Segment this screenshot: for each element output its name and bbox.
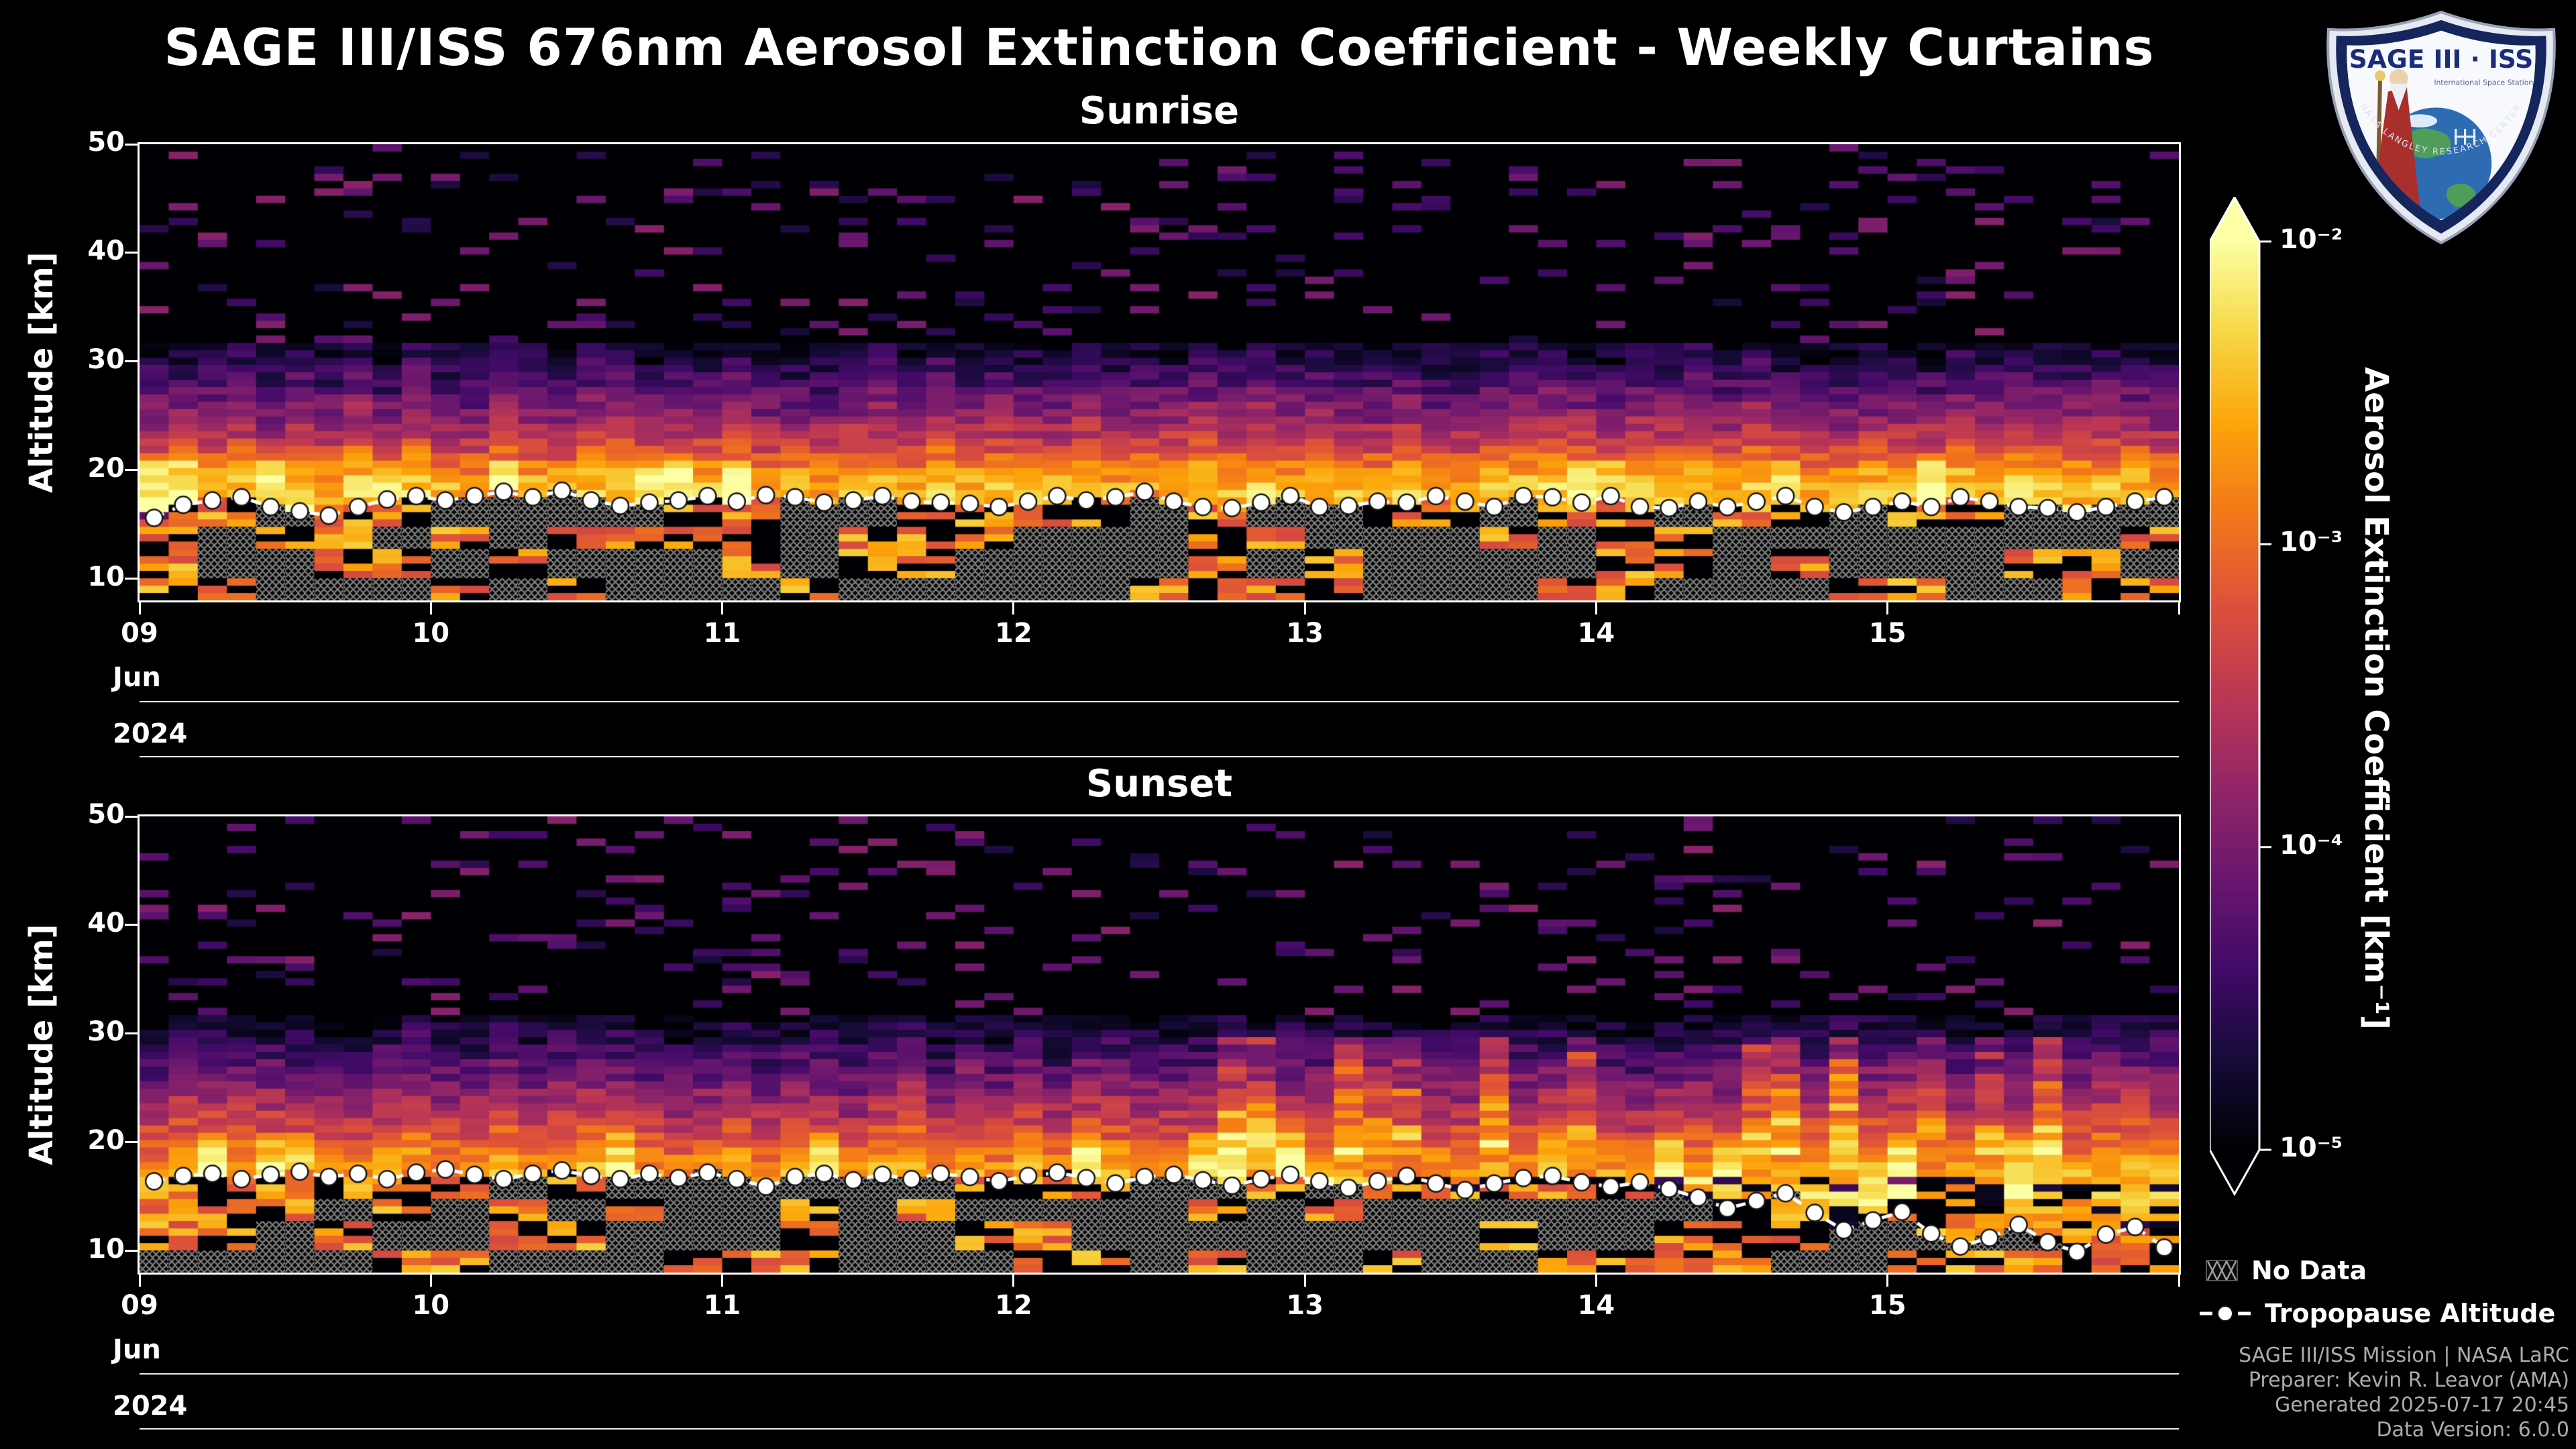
patch-title-text: SAGE III · ISS [2349, 44, 2533, 74]
y-tick-label: 30 [87, 343, 125, 375]
sage-iss-mission-patch: SAGE III · ISS International Space Stati… [2326, 10, 2556, 245]
sunset-heatmap-panel: Jun 2024 50 40 30 20 10 09 10 11 12 13 14 15 [87, 799, 2181, 1430]
x-tick-mark [429, 1275, 432, 1287]
x-tick-mark [1012, 1275, 1015, 1287]
sunset-heatmap-canvas [140, 816, 2179, 1273]
y-tick-mark [125, 469, 138, 472]
x-tick-mark [1886, 1275, 1889, 1287]
attribution-data-version: Data Version: 6.0.0 [2376, 1418, 2569, 1442]
colorbar-tick-labels: 10⁻² 10⁻³ 10⁻⁴ 10⁻⁵ [2279, 0, 2380, 1449]
y-tick-label: 30 [87, 1016, 125, 1047]
x-tick-label: 15 [1868, 618, 1907, 649]
legend-item-tropopause: Tropopause Altitude [2199, 1299, 2555, 1328]
x-tick-label: 13 [1286, 1290, 1324, 1321]
y-tick-label: 40 [87, 907, 125, 938]
chart-title: SAGE III/ISS 676nm Aerosol Extinction Co… [164, 17, 2155, 77]
sunset-subtitle: Sunset [1085, 762, 1233, 806]
patch-wizard-head [2389, 68, 2408, 88]
sunrise-x-axis-month-label: Jun [113, 662, 161, 693]
y-tick-label: 40 [87, 235, 125, 266]
colorbar-extend-max-arrow [2210, 197, 2259, 241]
sunrise-heatmap-canvas [140, 144, 2179, 600]
no-data-hatch-icon [2206, 1260, 2238, 1281]
y-tick-mark [125, 578, 138, 580]
x-tick-label: 11 [703, 618, 741, 649]
y-tick-label: 10 [87, 1233, 125, 1265]
x-tick-mark [1303, 602, 1306, 614]
patch-wizard-beard [2389, 83, 2408, 111]
y-tick-mark [125, 815, 138, 818]
legend-no-data-label: No Data [2251, 1256, 2367, 1285]
x-tick-label: 11 [703, 1290, 741, 1321]
x-tick-label: 12 [995, 618, 1032, 649]
y-tick-mark [125, 1032, 138, 1035]
x-tick-label: 10 [412, 1290, 450, 1321]
attribution-block: SAGE III/ISS Mission | NASA LaRC Prepare… [2239, 1343, 2569, 1442]
colorbar-tick-label: 10⁻⁴ [2279, 829, 2343, 861]
y-tick-mark [125, 1250, 138, 1252]
sunrise-x-axis-year-label: 2024 [113, 718, 188, 749]
attribution-preparer: Preparer: Kevin R. Leavor (AMA) [2248, 1368, 2569, 1392]
x-tick-label: 09 [121, 618, 158, 649]
y-tick-mark [125, 924, 138, 926]
legend-item-no-data: No Data [2206, 1256, 2367, 1285]
y-tick-label: 20 [87, 452, 125, 484]
patch-staff-orb [2375, 70, 2385, 81]
y-tick-label: 50 [87, 799, 125, 830]
x-tick-mark [2178, 1275, 2180, 1287]
legend-tropopause-label: Tropopause Altitude [2265, 1299, 2556, 1328]
x-tick-mark [429, 602, 432, 614]
patch-subtitle-text: International Space Station [2434, 78, 2533, 87]
sunrise-axis-year-line [140, 756, 2179, 757]
sunrise-y-axis-label: Altitude [km] [23, 252, 60, 493]
colorbar-extend-min-arrow [2210, 1150, 2259, 1194]
x-tick-mark [1595, 1275, 1597, 1287]
x-tick-mark [1595, 602, 1597, 614]
attribution-mission: SAGE III/ISS Mission | NASA LaRC [2239, 1344, 2569, 1367]
x-tick-label: 14 [1577, 618, 1615, 649]
sunset-axis-month-line [140, 1373, 2179, 1375]
y-tick-mark [125, 360, 138, 363]
x-tick-mark [2178, 602, 2180, 614]
x-tick-label: 09 [121, 1290, 158, 1321]
x-tick-mark [1886, 602, 1889, 614]
sunset-axis-year-line [140, 1428, 2179, 1430]
y-tick-mark [125, 1141, 138, 1144]
colorbar-axis-label: Aerosol Extinction Coefficient [km⁻¹] [2357, 367, 2395, 1030]
colorbar-tick-label: 10⁻⁵ [2279, 1132, 2343, 1163]
colorbar-tick-label: 10⁻³ [2279, 527, 2343, 558]
y-tick-label: 10 [87, 561, 125, 592]
x-tick-label: 10 [412, 618, 450, 649]
y-tick-mark [125, 143, 138, 146]
sunset-y-axis-label: Altitude [km] [23, 924, 60, 1165]
x-tick-mark [138, 1275, 141, 1287]
x-tick-label: 12 [995, 1290, 1032, 1321]
sunset-x-axis-month-label: Jun [113, 1334, 161, 1365]
patch-earth-continent-2 [2446, 183, 2476, 208]
colorbar [2210, 197, 2271, 1197]
x-tick-label: 15 [1868, 1290, 1907, 1321]
tropopause-line-marker-icon [2200, 1305, 2251, 1322]
sunrise-heatmap-panel: Jun 2024 50 40 30 20 10 09 10 11 12 13 14 15 [87, 127, 2181, 757]
sunrise-subtitle: Sunrise [1079, 89, 1240, 133]
patch-earth-polar-cap [2402, 114, 2438, 127]
y-tick-mark [125, 252, 138, 254]
attribution-generated: Generated 2025-07-17 20:45 [2274, 1393, 2569, 1417]
x-tick-mark [721, 602, 724, 614]
sunset-x-axis-year-label: 2024 [113, 1391, 188, 1421]
colorbar-tick-label: 10⁻² [2279, 224, 2343, 255]
y-tick-label: 50 [87, 127, 125, 158]
x-tick-label: 13 [1286, 618, 1324, 649]
x-tick-mark [1012, 602, 1015, 614]
y-tick-label: 20 [87, 1124, 125, 1156]
x-tick-label: 14 [1577, 1290, 1615, 1321]
x-tick-mark [721, 1275, 724, 1287]
x-tick-mark [138, 602, 141, 614]
colorbar-body [2210, 241, 2259, 1150]
x-tick-mark [1303, 1275, 1306, 1287]
patch-iss-silhouette [2454, 128, 2476, 145]
sunrise-axis-month-line [140, 701, 2179, 702]
